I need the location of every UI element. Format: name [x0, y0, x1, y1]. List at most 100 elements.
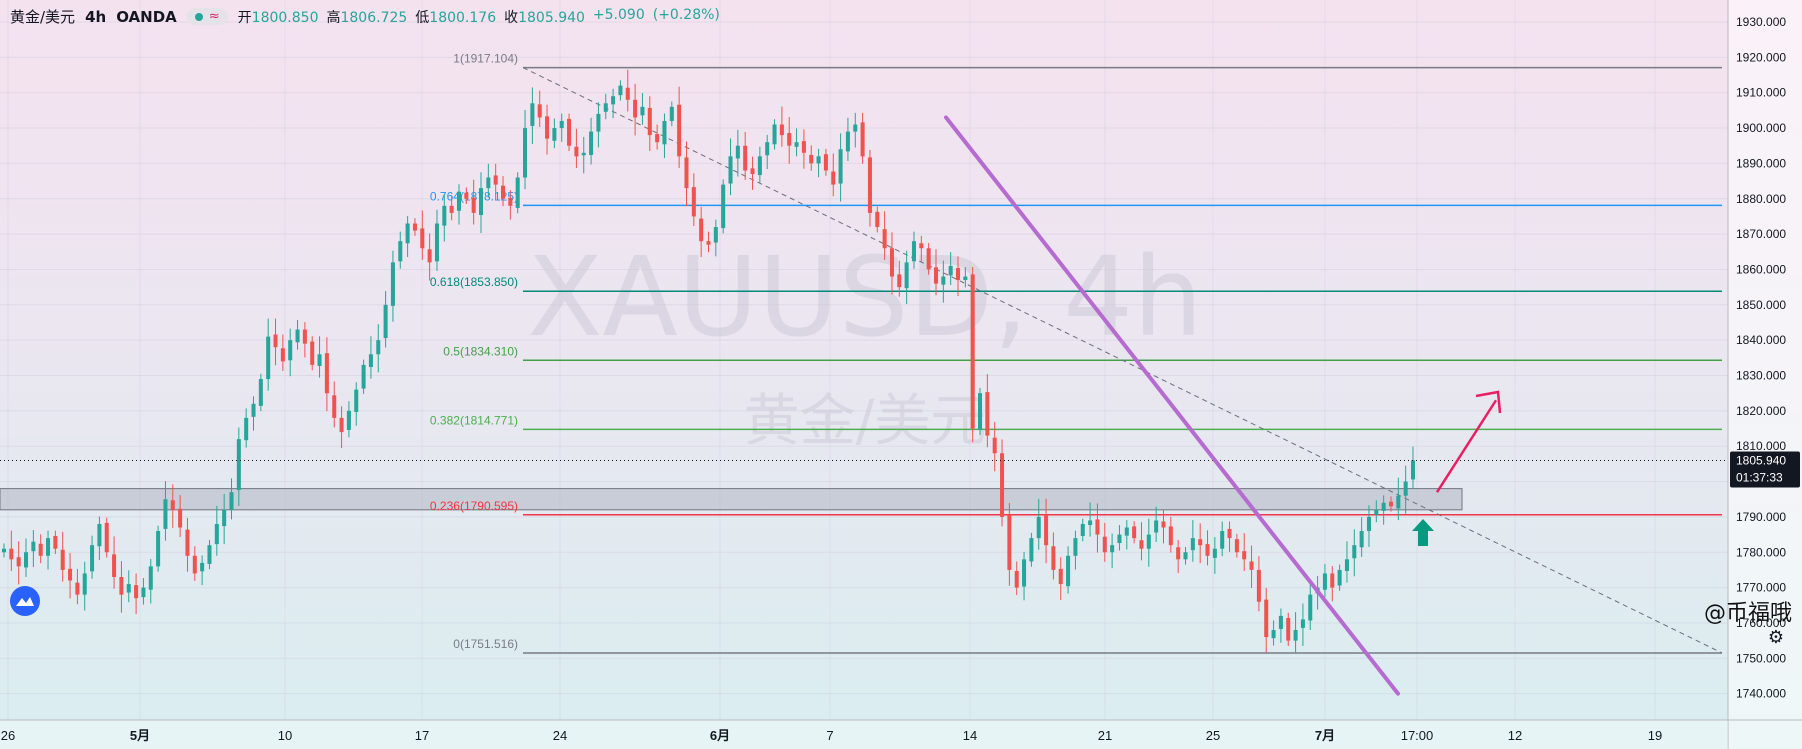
candle-body — [486, 177, 491, 189]
settings-gear-icon[interactable]: ⚙ — [1767, 627, 1784, 648]
symbol-header: 黄金/美元 4h OANDA ≈ 开1800.850 高1806.725 低18… — [10, 6, 720, 27]
candle-body — [104, 522, 109, 553]
y-tick-label: 1760.000 — [1736, 616, 1786, 630]
candle-body — [1, 548, 7, 553]
descending-trendline[interactable] — [944, 115, 1400, 696]
candle-body — [31, 541, 36, 552]
candle-body — [1014, 570, 1019, 588]
tradingview-logo-icon[interactable] — [10, 586, 40, 616]
breakout-up-arrow-icon[interactable] — [1412, 519, 1434, 546]
candle-body — [478, 188, 484, 216]
candle-body — [640, 106, 645, 116]
low-value: 1800.176 — [429, 9, 497, 26]
wave-icon: ≈ — [208, 9, 220, 24]
candle-body — [288, 340, 293, 361]
candle-body — [581, 152, 586, 156]
candle-body — [310, 341, 315, 365]
candle-body — [574, 146, 579, 157]
candle-body — [963, 276, 968, 281]
candle-body — [838, 149, 843, 184]
candle-body — [339, 417, 344, 433]
y-tick-label: 1780.000 — [1736, 545, 1786, 559]
x-tick-label: 10 — [278, 728, 292, 743]
candle-body — [501, 185, 506, 199]
candle-body — [295, 329, 300, 343]
candle-body — [662, 120, 667, 145]
candle-body — [420, 228, 425, 249]
candle-body — [1146, 534, 1151, 549]
candle-body — [772, 124, 777, 145]
candle-body — [251, 403, 256, 417]
candle-body — [214, 523, 219, 545]
timeframe-label[interactable]: 4h — [85, 7, 107, 26]
last-price-value: 1805.940 — [1736, 454, 1786, 468]
price-axis-panel[interactable] — [1728, 0, 1802, 749]
candle-body — [655, 134, 660, 143]
candle-body — [1352, 545, 1357, 559]
y-tick-label: 1930.000 — [1736, 15, 1786, 29]
fib-trend-dashed-line[interactable] — [522, 67, 1723, 654]
candle-body — [90, 545, 95, 572]
candle-body — [1022, 559, 1027, 587]
candle-body — [1271, 630, 1276, 639]
candle-body — [1190, 538, 1195, 551]
projection-arrow-line[interactable] — [1435, 399, 1498, 493]
change-value: +5.090 — [592, 6, 645, 23]
candle-body — [515, 177, 520, 208]
candle-body — [82, 573, 87, 595]
y-tick-label: 1900.000 — [1736, 121, 1786, 135]
candle-body — [559, 120, 564, 129]
candle-body — [141, 587, 146, 598]
symbol-name[interactable]: 黄金/美元 — [10, 8, 76, 26]
candle-body — [1374, 509, 1379, 515]
candle-body — [1036, 516, 1041, 539]
candle-body — [933, 267, 939, 284]
candle-body — [280, 348, 285, 362]
candle-body — [266, 336, 271, 380]
x-tick-label: 24 — [553, 728, 567, 743]
candle-body — [684, 157, 689, 189]
x-tick-label: 25 — [1206, 728, 1220, 743]
x-tick-label: 7月 — [1315, 728, 1335, 743]
candle-body — [332, 395, 337, 418]
candle-body — [589, 131, 594, 155]
candle-body — [412, 223, 417, 231]
x-tick-label: 7 — [826, 728, 833, 743]
last-price-tag[interactable] — [1730, 451, 1800, 488]
candle-body — [625, 87, 630, 100]
candle-body — [1183, 552, 1188, 560]
market-open-icon — [194, 12, 203, 21]
support-zone-rect[interactable] — [0, 488, 1463, 511]
candle-body — [523, 128, 528, 178]
y-tick-label: 1870.000 — [1736, 227, 1786, 241]
candle-body — [134, 585, 139, 599]
candle-body — [1293, 630, 1298, 641]
candle-body — [1403, 481, 1408, 496]
candle-body — [1066, 555, 1071, 587]
market-status-pill[interactable]: ≈ — [186, 8, 228, 25]
open-label: 开 — [237, 9, 252, 26]
candle-body — [354, 389, 359, 412]
time-axis-panel[interactable] — [0, 720, 1728, 749]
candle-body — [273, 334, 278, 348]
candle-body — [955, 268, 961, 281]
y-tick-label: 1810.000 — [1736, 439, 1786, 453]
candle-body — [552, 128, 557, 141]
candle-body — [713, 227, 718, 243]
candle-body — [1205, 544, 1210, 556]
candle-body — [508, 197, 513, 206]
candle-body — [735, 145, 740, 159]
candle-body — [919, 243, 924, 249]
projection-arrow-head-icon — [1475, 390, 1502, 414]
candle-body — [1117, 534, 1122, 544]
x-tick-label: 26 — [1, 728, 15, 743]
candle-body — [875, 211, 880, 228]
candle-body — [324, 353, 329, 394]
x-tick-label: 12 — [1508, 728, 1522, 743]
candle-body — [112, 554, 117, 577]
candle-body — [567, 118, 572, 146]
candle-body — [1366, 516, 1371, 532]
candle-body — [1051, 546, 1056, 570]
